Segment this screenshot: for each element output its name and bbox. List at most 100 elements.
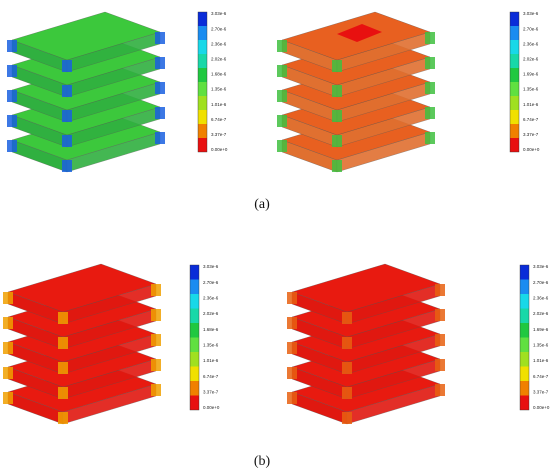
contour-panel: 3.03e-6 2.70e-6 2.36e-6 2.02e-6 1.69e-6 1.35e… <box>287 263 550 425</box>
colorbar-label: 2.70e-6 <box>203 280 219 285</box>
plate-corner <box>435 384 445 396</box>
colorbar-segment <box>520 337 529 352</box>
colorbar-segment <box>198 12 207 26</box>
plate-corner <box>287 342 297 354</box>
colorbar-segment <box>190 381 199 396</box>
plate-corner <box>425 32 435 44</box>
colorbar-segment <box>190 265 199 280</box>
colorbar-label: 2.36e-6 <box>211 41 227 46</box>
plate-corner <box>425 132 435 144</box>
colorbar-label: 0.00e+0 <box>533 405 550 410</box>
plate-corner <box>342 362 352 374</box>
contour-panel: 3.03e-6 2.70e-6 2.36e-6 2.02e-6 1.69e-6 1.35e… <box>277 11 540 173</box>
colorbar-label: 2.36e-6 <box>203 296 219 301</box>
colorbar-segment <box>190 395 199 410</box>
colorbar-segment <box>520 265 529 280</box>
colorbar-label: 6.74e-7 <box>523 117 539 122</box>
plate-center <box>337 24 382 42</box>
colorbar-segment <box>510 54 519 68</box>
colorbar-segment <box>520 308 529 323</box>
plate-corner <box>332 110 342 122</box>
plate-corner <box>425 107 435 119</box>
plate-corner <box>62 110 72 122</box>
colorbar-segment <box>198 124 207 138</box>
colorbar-segment <box>520 381 529 396</box>
colorbar-label: 6.74e-7 <box>211 117 227 122</box>
colorbar-label: 1.35e-6 <box>523 87 539 92</box>
plate-corner <box>155 107 165 119</box>
colorbar-segment <box>198 54 207 68</box>
colorbar-label: 2.02e-6 <box>523 57 539 62</box>
colorbar-segment <box>190 308 199 323</box>
colorbar-label: 3.37e-7 <box>211 132 227 137</box>
plate-corner <box>332 160 342 172</box>
plate-corner <box>342 312 352 324</box>
colorbar-segment <box>520 294 529 309</box>
colorbar-frame <box>197 11 208 153</box>
plate-corner <box>3 342 13 354</box>
colorbar-label: 1.35e-6 <box>203 343 219 348</box>
colorbar-segment <box>520 395 529 410</box>
colorbar-segment <box>198 110 207 124</box>
colorbar-segment <box>190 352 199 367</box>
colorbar-segment <box>190 323 199 338</box>
plate-corner <box>435 284 445 296</box>
colorbar-segment <box>190 337 199 352</box>
plate-corner <box>62 135 72 147</box>
colorbar-label: 1.69e-6 <box>533 327 549 332</box>
plate-corner <box>62 160 72 172</box>
colorbar-label: 1.68e-6 <box>203 327 219 332</box>
colorbar-label: 1.68e-6 <box>211 72 227 77</box>
caption: (a) <box>254 197 270 212</box>
plate-corner <box>332 135 342 147</box>
colorbar-label: 1.35e-6 <box>533 343 549 348</box>
colorbar-segment <box>520 323 529 338</box>
plate-corner <box>435 359 445 371</box>
colorbar-label: 3.37e-7 <box>533 390 549 395</box>
plate-corner <box>7 140 17 152</box>
plate-corner <box>287 367 297 379</box>
plate-corner <box>151 284 161 296</box>
colorbar-segment <box>190 279 199 294</box>
colorbar-label: 2.70e-6 <box>523 26 539 31</box>
plate-corner <box>151 384 161 396</box>
colorbar-segment <box>510 138 519 152</box>
colorbar-segment <box>198 82 207 96</box>
colorbar-frame <box>509 11 520 153</box>
plate-corner <box>62 60 72 72</box>
colorbar-label: 2.02e-6 <box>211 57 227 62</box>
plate-corner <box>342 412 352 424</box>
plate-corner <box>342 387 352 399</box>
colorbar-segment <box>510 68 519 82</box>
colorbar-segment <box>520 352 529 367</box>
plate-corner <box>58 312 68 324</box>
colorbar-label: 1.69e-6 <box>523 72 539 77</box>
plate-corner <box>58 387 68 399</box>
colorbar-segment <box>510 110 519 124</box>
plate-corner <box>7 115 17 127</box>
colorbar-segment <box>198 96 207 110</box>
plate-corner <box>277 140 287 152</box>
colorbar-segment <box>190 366 199 381</box>
colorbar-label: 1.35e-6 <box>211 87 227 92</box>
plate-corner <box>425 57 435 69</box>
caption: (b) <box>254 454 271 469</box>
colorbar-segment <box>510 82 519 96</box>
plate-corner <box>425 82 435 94</box>
plate-corner <box>3 317 13 329</box>
colorbar-label: 1.01e-6 <box>203 358 219 363</box>
colorbar-label: 2.70e-6 <box>211 26 227 31</box>
plate-corner <box>277 40 287 52</box>
colorbar-segment <box>198 26 207 40</box>
colorbar-segment <box>190 294 199 309</box>
plate-corner <box>155 32 165 44</box>
colorbar-label: 0.00e+0 <box>211 147 228 152</box>
plate-corner <box>342 337 352 349</box>
colorbar-frame <box>189 264 200 411</box>
colorbar-segment <box>510 40 519 54</box>
colorbar-label: 1.01e-6 <box>533 358 549 363</box>
plate-corner <box>277 90 287 102</box>
plate-corner <box>151 334 161 346</box>
colorbar-label: 3.37e-7 <box>203 390 219 395</box>
